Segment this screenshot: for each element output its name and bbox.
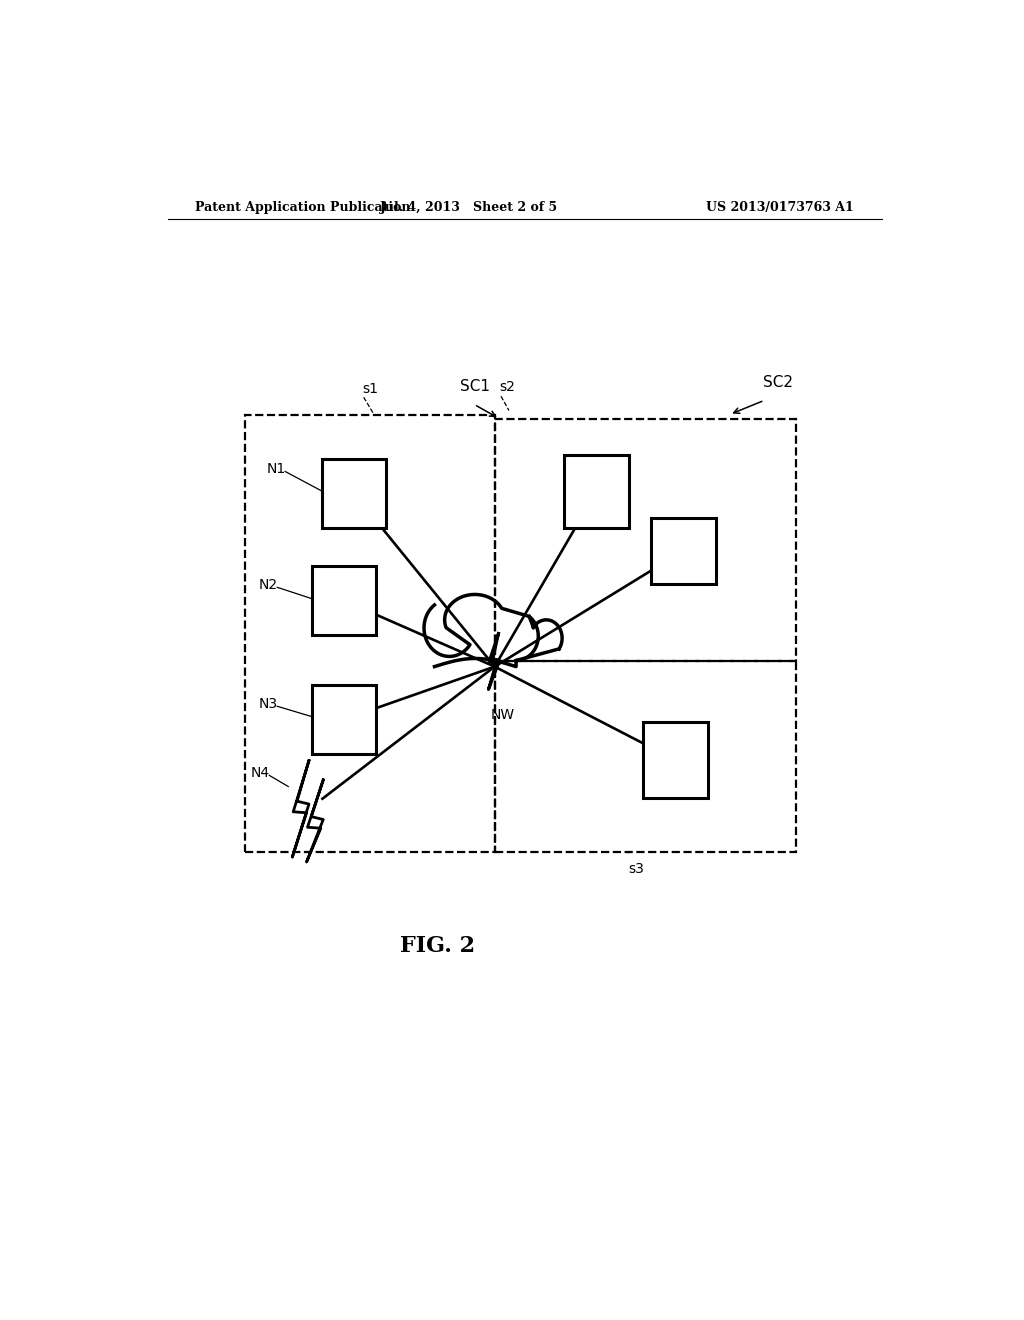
Text: SC2: SC2 <box>763 375 793 391</box>
Text: Patent Application Publication: Patent Application Publication <box>196 201 411 214</box>
Bar <box>312 566 376 635</box>
Bar <box>246 414 496 851</box>
Text: N5: N5 <box>569 457 589 470</box>
Text: US 2013/0173763 A1: US 2013/0173763 A1 <box>707 201 854 214</box>
Text: s3: s3 <box>628 862 644 875</box>
Bar <box>651 517 716 583</box>
Bar <box>495 418 797 660</box>
Bar <box>323 459 386 528</box>
Text: N6: N6 <box>684 519 702 533</box>
Text: s2: s2 <box>500 380 515 395</box>
Bar <box>312 685 376 754</box>
Text: SC1: SC1 <box>460 379 489 395</box>
Text: N2: N2 <box>259 578 279 593</box>
Text: N3: N3 <box>259 697 279 711</box>
Text: N7: N7 <box>679 721 698 735</box>
Bar <box>495 660 797 851</box>
Bar <box>563 455 629 528</box>
Text: Jul. 4, 2013   Sheet 2 of 5: Jul. 4, 2013 Sheet 2 of 5 <box>380 201 558 214</box>
Text: N4: N4 <box>251 767 270 780</box>
Text: NW: NW <box>490 709 515 722</box>
Text: s1: s1 <box>362 383 378 396</box>
Bar <box>643 722 709 799</box>
Text: N1: N1 <box>267 462 286 477</box>
Text: FIG. 2: FIG. 2 <box>400 935 475 957</box>
